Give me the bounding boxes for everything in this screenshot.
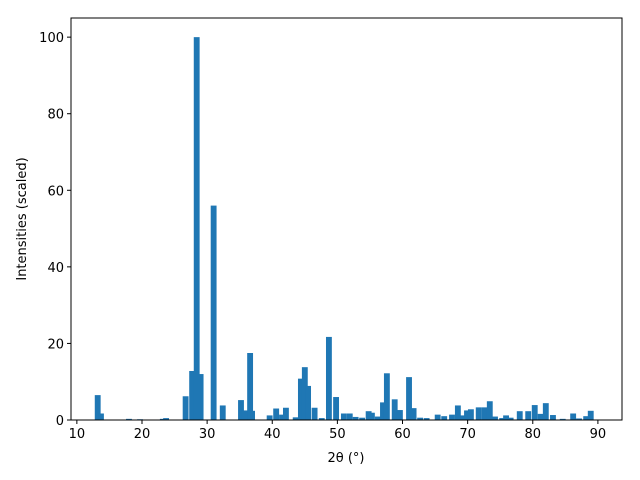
bar (542, 403, 549, 420)
bar (475, 407, 482, 420)
x-tick-label: 90 (590, 427, 607, 442)
bar (219, 405, 226, 420)
bar (570, 413, 577, 420)
bar (464, 410, 470, 420)
bar (365, 411, 372, 420)
bar (460, 415, 467, 420)
x-tick-label: 50 (329, 427, 346, 442)
bar (368, 412, 375, 420)
bar (94, 395, 101, 420)
bar (297, 378, 304, 420)
bar (481, 407, 488, 420)
x-tick-label: 30 (199, 427, 216, 442)
bar (159, 418, 166, 420)
plot-frame (70, 17, 623, 421)
bar (492, 416, 498, 420)
bar (449, 414, 455, 420)
bar (325, 336, 332, 420)
x-tick-label: 10 (69, 427, 86, 442)
y-tick-label: 60 (47, 184, 64, 199)
bar (499, 418, 506, 420)
x-tick-label: 20 (134, 427, 151, 442)
bar (423, 418, 430, 420)
bar (210, 205, 217, 420)
bar (467, 409, 474, 420)
bar (238, 400, 244, 420)
bar (410, 408, 417, 420)
bar (406, 377, 412, 420)
bar (163, 418, 170, 420)
bar (559, 418, 566, 420)
bar (352, 416, 359, 420)
bar (189, 370, 196, 420)
bar (301, 367, 308, 420)
bar (374, 416, 381, 420)
bar (531, 405, 538, 420)
y-tick-label: 100 (39, 31, 64, 46)
bar (182, 396, 189, 420)
x-tick-label: 80 (524, 427, 541, 442)
bar (279, 414, 285, 420)
bar (249, 410, 255, 420)
bar (292, 417, 299, 420)
bar (266, 415, 273, 420)
bar (318, 418, 325, 420)
y-tick-label: 20 (47, 337, 64, 352)
bar (193, 37, 200, 421)
bar (503, 415, 509, 420)
bar (525, 411, 532, 420)
bar (587, 410, 594, 420)
bar (311, 407, 318, 420)
y-tick-label: 0 (56, 414, 64, 429)
bar (441, 416, 448, 420)
x-tick-label: 70 (459, 427, 476, 442)
bar (576, 418, 582, 420)
bar (550, 415, 556, 420)
bar (98, 413, 104, 420)
bar (537, 413, 544, 420)
bar (396, 410, 403, 420)
bar (516, 411, 523, 420)
bar (391, 399, 398, 420)
bar (380, 402, 386, 420)
bar (417, 417, 424, 420)
bar (197, 374, 204, 420)
bar (434, 414, 441, 420)
y-tick-label: 40 (47, 261, 64, 276)
bar (583, 416, 590, 420)
bar (247, 353, 254, 420)
bar (340, 413, 347, 420)
bar (273, 408, 280, 420)
y-axis-label: Intensities (scaled) (15, 157, 30, 280)
bar (454, 405, 461, 420)
x-tick-label: 40 (264, 427, 281, 442)
bar (282, 407, 289, 420)
bar (383, 373, 390, 420)
bar (486, 401, 493, 420)
bar (333, 397, 340, 420)
y-tick-label: 80 (47, 108, 64, 123)
x-tick-label: 60 (394, 427, 411, 442)
bar (346, 413, 353, 420)
bar (507, 417, 514, 420)
bar (126, 418, 132, 420)
x-axis-label: 2θ (°) (327, 451, 364, 466)
bar (305, 385, 312, 420)
bar (241, 410, 248, 420)
bar (359, 417, 366, 420)
